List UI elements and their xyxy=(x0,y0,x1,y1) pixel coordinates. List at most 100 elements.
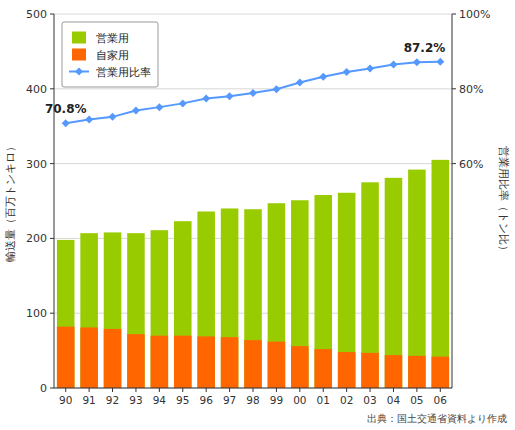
x-tick-label: 96 xyxy=(199,394,213,406)
bar xyxy=(57,240,75,388)
bar xyxy=(221,337,239,388)
x-tick-label: 00 xyxy=(293,394,306,406)
grid xyxy=(54,14,452,388)
legend-box xyxy=(62,22,158,87)
y-tick-label: 500 xyxy=(26,8,47,21)
bar xyxy=(314,195,332,388)
x-tick xyxy=(299,388,300,392)
marker xyxy=(319,73,327,81)
x-tick-label: 02 xyxy=(340,394,353,406)
line xyxy=(66,62,441,123)
grid-line xyxy=(54,14,452,15)
legend-label: 営業用 xyxy=(96,32,129,45)
legend: 営業用自家用営業用比率 xyxy=(62,22,158,87)
x-tick xyxy=(159,388,160,392)
bar xyxy=(432,357,450,388)
y-tick xyxy=(50,388,54,389)
legend-swatch xyxy=(72,49,86,61)
x-tick xyxy=(393,388,394,392)
bar xyxy=(408,170,426,388)
marker xyxy=(132,106,140,114)
bar xyxy=(221,208,239,388)
y-tick xyxy=(50,313,54,314)
y-axis-line xyxy=(54,14,55,388)
bar xyxy=(291,346,309,388)
x-tick-label: 97 xyxy=(223,394,236,406)
bar xyxy=(80,233,98,388)
y2-tick-label: 80% xyxy=(459,83,483,96)
grid-line xyxy=(54,163,452,164)
marker xyxy=(343,68,351,76)
marker xyxy=(109,113,117,121)
bar xyxy=(338,352,356,388)
y2-tick xyxy=(452,14,456,15)
x-tick xyxy=(370,388,371,392)
bar xyxy=(174,336,192,388)
marker xyxy=(155,103,163,111)
marker xyxy=(389,60,397,68)
bar xyxy=(127,334,145,388)
y2-tick xyxy=(452,163,456,164)
bar xyxy=(268,342,286,388)
bar xyxy=(104,232,122,388)
y-tick xyxy=(50,238,54,239)
x-tick xyxy=(135,388,136,392)
marker xyxy=(366,65,374,73)
bar xyxy=(80,327,98,388)
marker xyxy=(413,58,421,66)
y2-tick xyxy=(452,88,456,89)
y-tick-label: 200 xyxy=(26,232,47,245)
bar xyxy=(57,327,75,388)
marker xyxy=(436,58,444,66)
y2-axis-line xyxy=(452,14,453,388)
y-axis-label: 輸送量（百万トンキロ） xyxy=(4,141,17,262)
x-tick xyxy=(276,388,277,392)
x-tick xyxy=(416,388,417,392)
y-tick-label: 300 xyxy=(26,158,47,171)
bar xyxy=(151,230,169,388)
x-tick-label: 04 xyxy=(387,394,401,406)
x-tick-label: 91 xyxy=(82,394,95,406)
bar-series xyxy=(57,327,449,388)
x-tick-label: 99 xyxy=(270,394,283,406)
bar xyxy=(361,182,379,388)
x-tick-label: 01 xyxy=(317,394,330,406)
chart: 70.8%87.2%909192939495969798990001020304… xyxy=(0,0,515,430)
bar xyxy=(197,336,215,388)
bar xyxy=(244,340,262,388)
x-tick-label: 03 xyxy=(363,394,376,406)
x-tick xyxy=(65,388,66,392)
bar xyxy=(197,211,215,388)
data-label: 70.8% xyxy=(45,102,87,116)
y2-tick-label: 60% xyxy=(459,158,483,171)
y-tick xyxy=(50,14,54,15)
legend-swatch xyxy=(72,32,86,44)
x-tick-label: 98 xyxy=(246,394,259,406)
bar xyxy=(314,349,332,388)
source: 出典：国土交通省資料より作成 xyxy=(367,413,507,424)
marker xyxy=(202,95,210,103)
legend-label: 自家用 xyxy=(96,49,129,62)
y-tick xyxy=(50,88,54,89)
bar xyxy=(361,353,379,388)
x-tick xyxy=(182,388,183,392)
bar xyxy=(244,209,262,388)
bar xyxy=(291,200,309,388)
x-tick-label: 90 xyxy=(59,394,72,406)
y-tick-label: 400 xyxy=(26,83,47,96)
x-tick xyxy=(253,388,254,392)
bar xyxy=(338,193,356,388)
x-tick xyxy=(323,388,324,392)
bar-series xyxy=(57,160,449,388)
marker xyxy=(249,89,257,97)
x-tick xyxy=(346,388,347,392)
x-tick-label: 05 xyxy=(410,394,423,406)
x-tick xyxy=(440,388,441,392)
legend-label: 営業用比率 xyxy=(96,66,151,79)
x-tick-label: 06 xyxy=(434,394,448,406)
x-tick-label: 94 xyxy=(153,394,167,406)
y-tick-label: 100 xyxy=(26,307,47,320)
bar xyxy=(385,355,403,388)
plot-area xyxy=(57,58,449,388)
marker xyxy=(62,119,70,127)
